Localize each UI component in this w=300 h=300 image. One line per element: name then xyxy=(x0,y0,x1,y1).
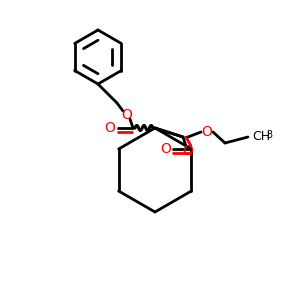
Text: 3: 3 xyxy=(266,130,272,140)
Text: O: O xyxy=(202,125,212,139)
Text: O: O xyxy=(105,121,116,135)
Text: O: O xyxy=(183,144,194,158)
Text: CH: CH xyxy=(252,130,270,143)
Text: O: O xyxy=(122,108,132,122)
Text: O: O xyxy=(160,142,171,156)
